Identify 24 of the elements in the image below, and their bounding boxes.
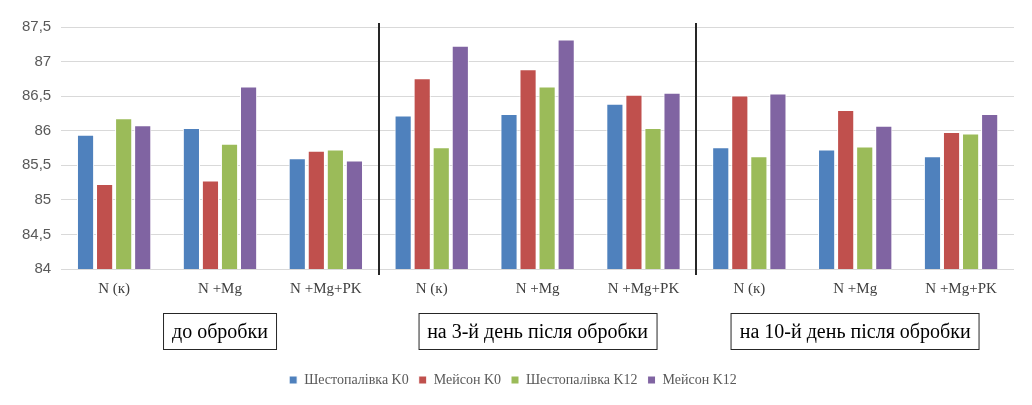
y-tick-label: 86,5 <box>21 86 52 104</box>
legend-label: Мейсон K0 <box>433 371 502 387</box>
legend-label: Мейсон K12 <box>662 371 737 387</box>
x-tick-label: N +Mg <box>833 279 878 296</box>
y-tick-label: 84 <box>34 259 52 277</box>
y-tick-label: 87,5 <box>21 17 52 35</box>
text: до обробки <box>163 313 277 350</box>
text: на 3-й день після обробки <box>418 313 658 350</box>
y-tick-label: 87 <box>34 51 52 69</box>
y-tick-label: 86 <box>34 120 52 138</box>
legend-label: Шестопалівка K0 <box>304 371 409 387</box>
y-tick-label: 85,5 <box>21 155 52 173</box>
x-tick-label: N +Mg <box>515 279 561 296</box>
x-tick-label: N (к) <box>98 279 131 297</box>
text: на 10-й день після обробки <box>730 313 980 350</box>
legend-label: Шестопалівка K12 <box>526 371 638 387</box>
x-tick-label: N +Mg+PK <box>290 279 362 296</box>
y-tick-label: 85 <box>34 190 52 207</box>
x-tick-label: N +Mg <box>198 279 243 296</box>
x-tick-label: N +Mg+PK <box>607 279 680 296</box>
x-tick-label: N (к) <box>733 279 766 297</box>
x-tick-label: N +Mg+PK <box>925 279 997 296</box>
x-tick-label: N (к) <box>415 279 448 297</box>
y-tick-label: 84,5 <box>21 224 52 242</box>
